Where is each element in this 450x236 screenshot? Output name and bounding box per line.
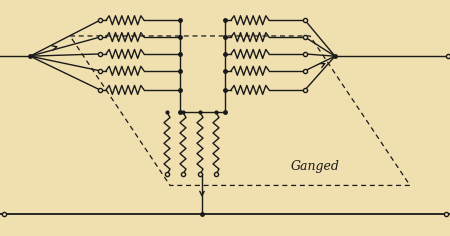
- Text: Ganged: Ganged: [291, 160, 339, 173]
